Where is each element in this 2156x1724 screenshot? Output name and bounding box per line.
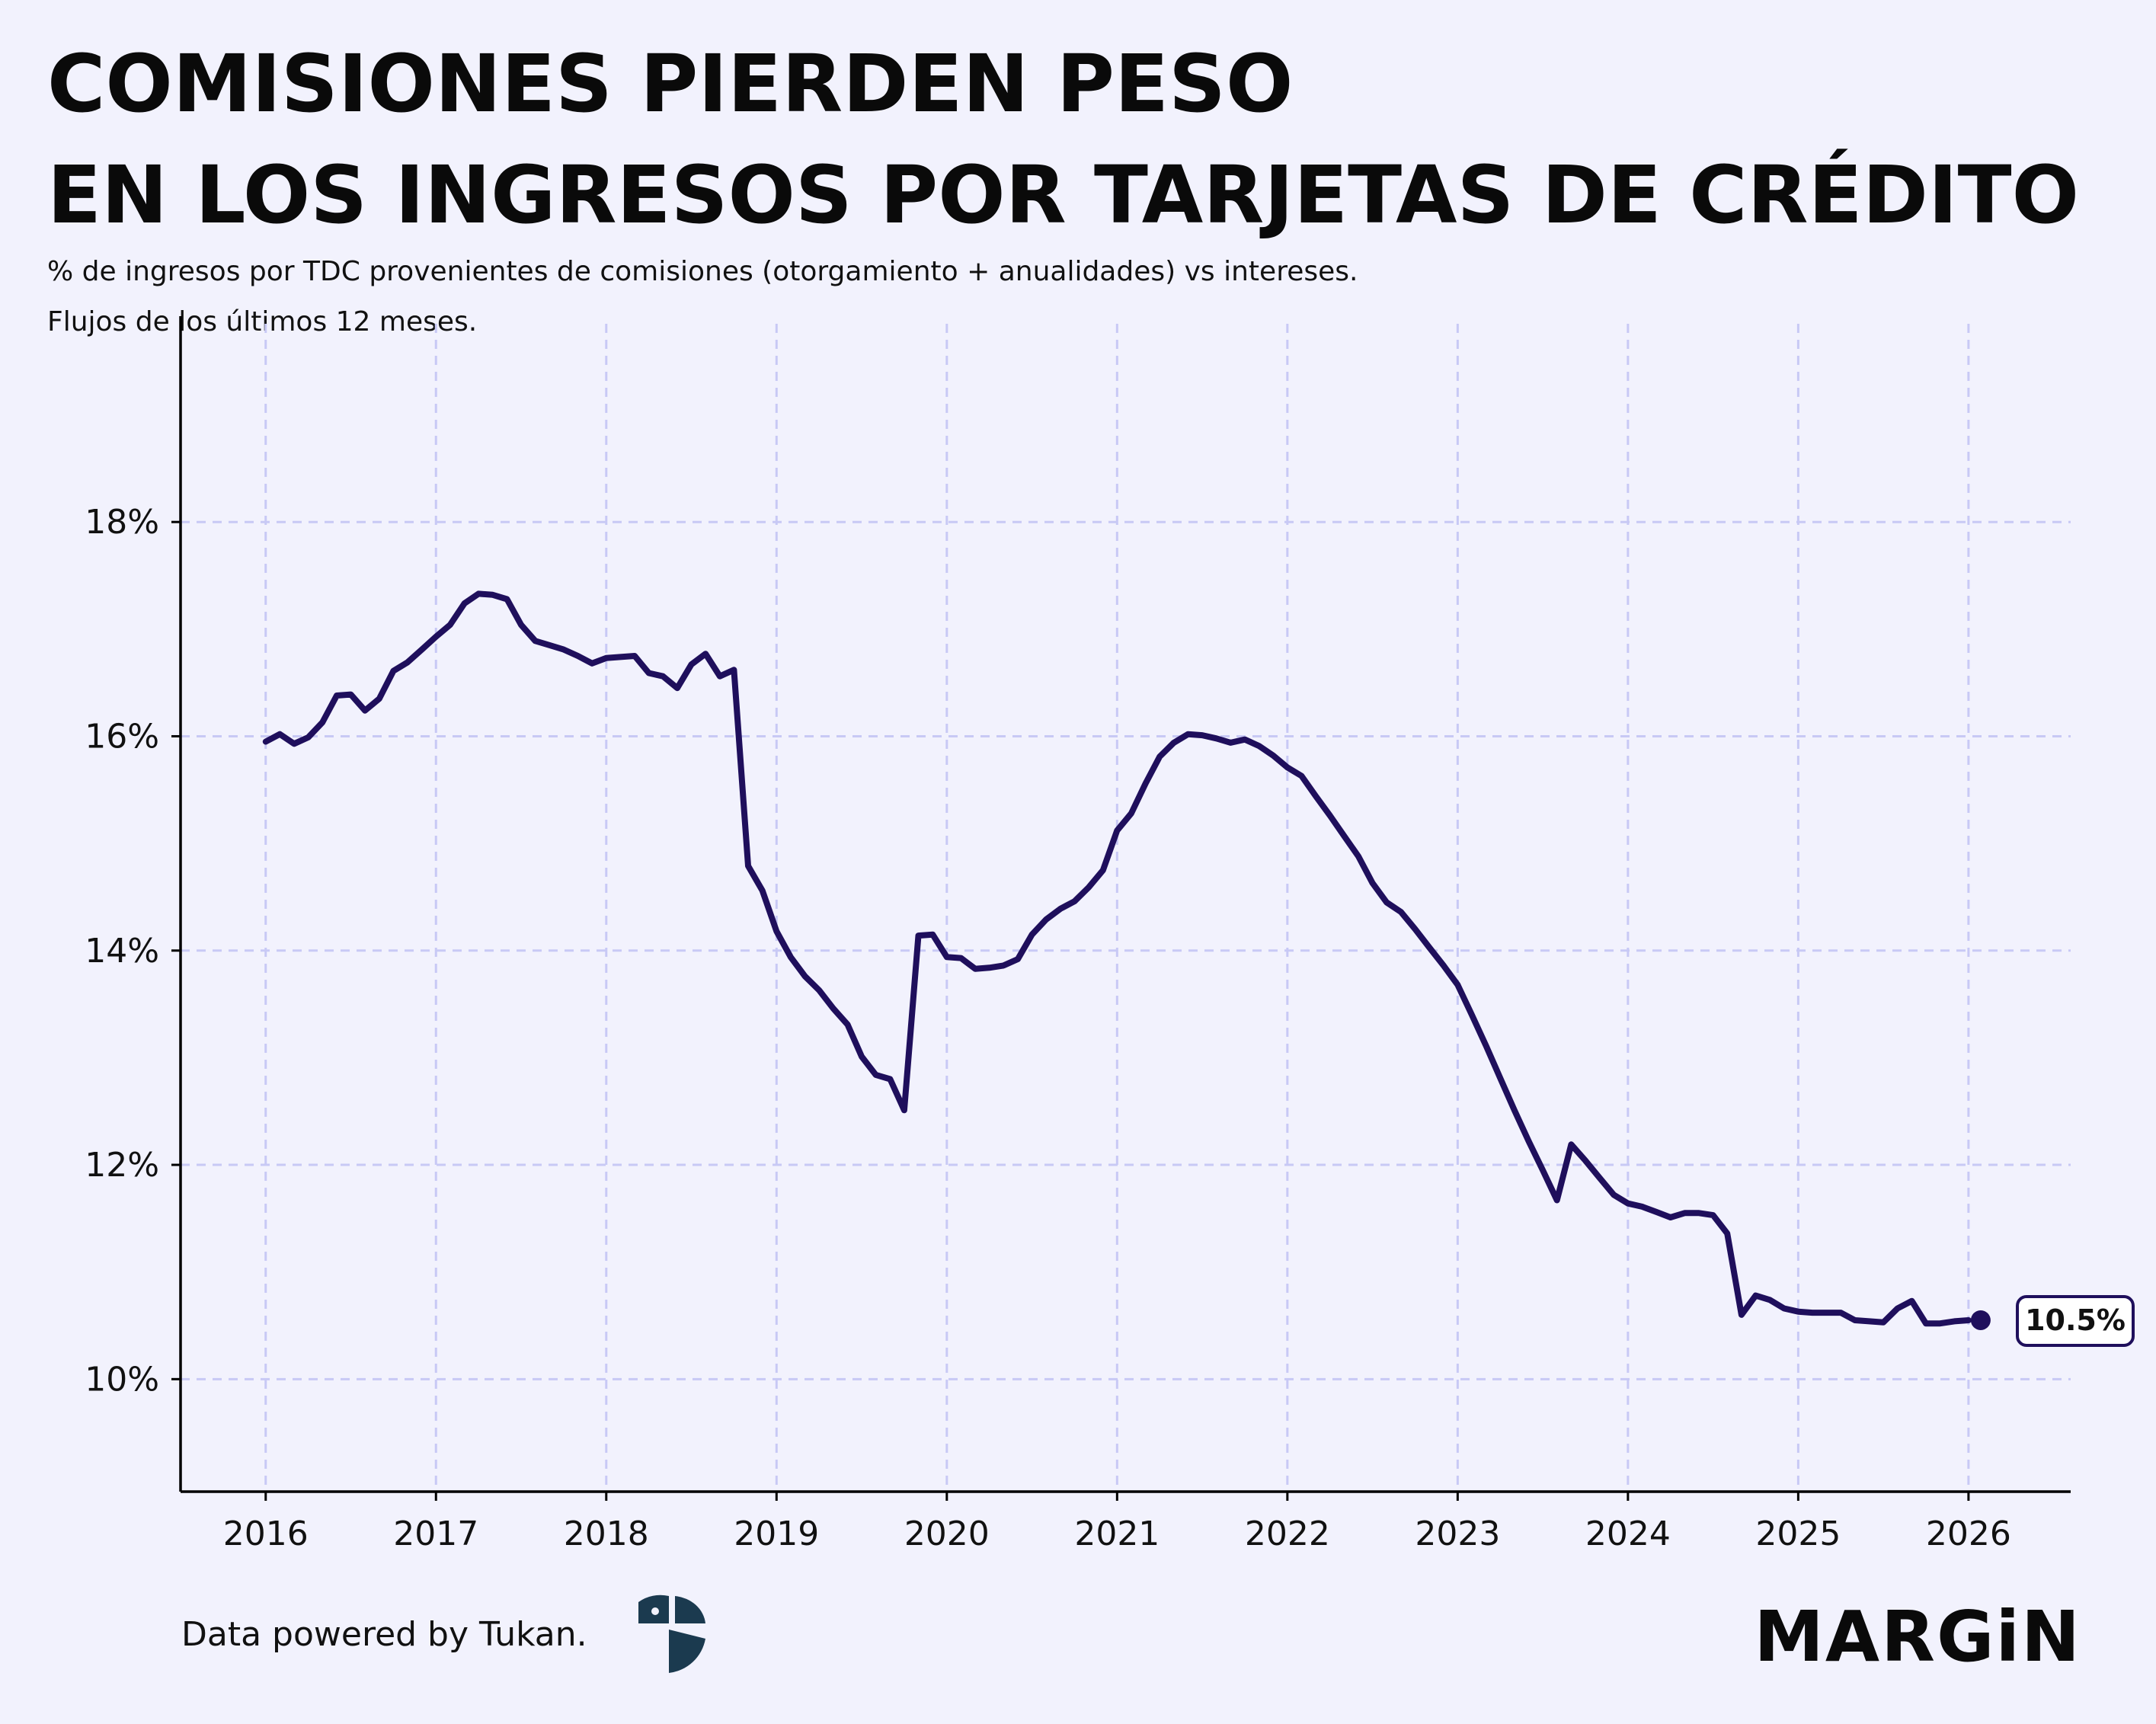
x-tick-label-2026: 2026 bbox=[1926, 1514, 2011, 1553]
axes bbox=[171, 316, 2071, 1501]
tick-labels: 2016 2017 2018 2019 2020 2021 2022 2023 2024 2025… bbox=[85, 503, 2011, 1553]
end-label-group: 10.5% bbox=[2016, 1294, 2135, 1347]
x-tick-label-2019: 2019 bbox=[734, 1514, 819, 1553]
x-tick-label-2017: 2017 bbox=[393, 1514, 478, 1553]
y-tick-label-18%: 18% bbox=[85, 503, 159, 542]
y-tick-label-16%: 16% bbox=[85, 717, 159, 756]
chart-subtitle-line-2: Flujos de los últimos 12 meses. bbox=[47, 306, 478, 337]
series-line-comisiones bbox=[262, 590, 1972, 1327]
chart-title-line-2: EN LOS INGRESOS POR TARJETAS DE CRÉDITO bbox=[47, 149, 2079, 241]
grid bbox=[181, 324, 2071, 1492]
x-tick-label-2021: 2021 bbox=[1074, 1514, 1160, 1553]
series bbox=[262, 590, 1991, 1330]
chart-title-line-1: COMISIONES PIERDEN PESO bbox=[47, 37, 1294, 130]
x-tick-label-2025: 2025 bbox=[1755, 1514, 1841, 1553]
x-tick-label-2020: 2020 bbox=[904, 1514, 990, 1553]
x-tick-label-2018: 2018 bbox=[564, 1514, 649, 1553]
y-tick-label-10%: 10% bbox=[85, 1360, 159, 1399]
y-tick-label-12%: 12% bbox=[85, 1146, 159, 1185]
x-tick-label-2016: 2016 bbox=[223, 1514, 309, 1553]
y-tick-label-14%: 14% bbox=[85, 932, 159, 971]
end-label-box bbox=[2016, 1294, 2135, 1347]
x-tick-label-2022: 2022 bbox=[1245, 1514, 1330, 1553]
chart-subtitle-line-1: % de ingresos por TDC provenientes de co… bbox=[47, 256, 1358, 287]
x-tick-label-2023: 2023 bbox=[1415, 1514, 1500, 1553]
margin-brand-logo: MARGiN bbox=[1754, 1596, 2081, 1678]
data-source-credit: Data powered by Tukan. bbox=[181, 1615, 587, 1654]
x-tick-label-2024: 2024 bbox=[1585, 1514, 1671, 1553]
tukan-logo-icon bbox=[638, 1594, 705, 1673]
end-label-text: 10.5% bbox=[2025, 1303, 2126, 1337]
end-point-marker bbox=[1970, 1310, 1991, 1330]
